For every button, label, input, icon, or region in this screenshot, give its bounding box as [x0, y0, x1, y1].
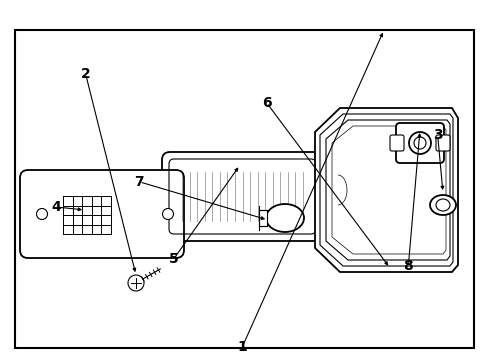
Bar [259, 210, 266, 226]
Ellipse shape [435, 199, 449, 211]
Text: 4: 4 [51, 200, 61, 214]
FancyBboxPatch shape [20, 170, 183, 258]
Text: 6: 6 [261, 96, 271, 109]
Text: 2: 2 [81, 67, 90, 81]
Circle shape [413, 137, 425, 149]
Polygon shape [331, 126, 445, 254]
Text: 5: 5 [168, 252, 178, 266]
Polygon shape [314, 108, 457, 272]
Bar [15, 30, 473, 348]
Text: 8: 8 [403, 260, 412, 273]
Circle shape [128, 275, 143, 291]
Text: 1: 1 [237, 341, 246, 354]
Circle shape [162, 208, 173, 220]
FancyBboxPatch shape [395, 123, 443, 163]
Circle shape [37, 208, 47, 220]
FancyBboxPatch shape [435, 135, 449, 151]
FancyBboxPatch shape [389, 135, 403, 151]
Ellipse shape [429, 195, 455, 215]
Text: 3: 3 [432, 128, 442, 142]
Text: 7: 7 [134, 175, 144, 189]
Circle shape [408, 132, 430, 154]
FancyBboxPatch shape [162, 152, 323, 241]
Ellipse shape [265, 204, 304, 232]
